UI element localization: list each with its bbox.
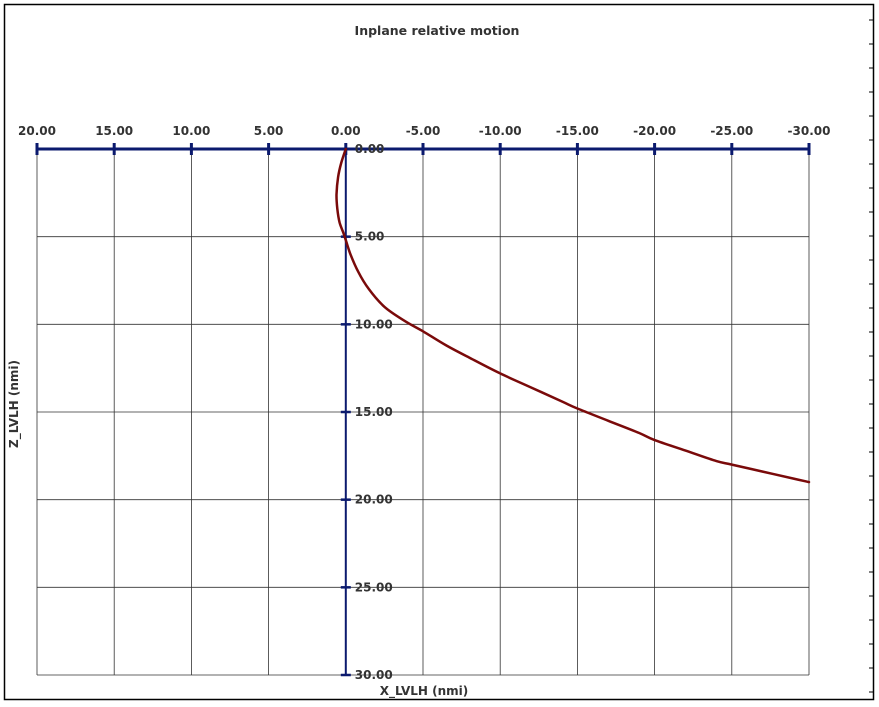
y-tick-label: 25.00 <box>355 580 393 594</box>
chart-border <box>3 3 875 701</box>
x-tick-label: -15.00 <box>556 124 599 138</box>
frame-right-ticks <box>869 19 874 693</box>
x-tick-label: -25.00 <box>710 124 753 138</box>
tick-labels: 20.00 15.00 10.00 5.00 0.00 -5.00 -10.00 -15.00… <box>18 124 830 682</box>
x-tick-label: 0.00 <box>331 124 361 138</box>
x-tick-label: -10.00 <box>479 124 522 138</box>
y-axis-label: Z_LVLH (nmi) <box>7 360 22 448</box>
series-layer <box>335 147 811 484</box>
x-tick-label: 5.00 <box>254 124 284 138</box>
x-axis-label: X_LVLH (nmi) <box>380 684 469 699</box>
x-tick-label: 20.00 <box>18 124 56 138</box>
x-tick-label: 15.00 <box>95 124 133 138</box>
series-line <box>335 147 811 484</box>
x-tick-label: -5.00 <box>406 124 441 138</box>
x-tick-label: 10.00 <box>172 124 210 138</box>
y-tick-label: 10.00 <box>355 317 393 331</box>
chart-title: Inplane relative motion <box>355 23 520 38</box>
y-tick-label: 20.00 <box>355 493 393 507</box>
y-tick-label: 0.00 <box>355 142 385 156</box>
y-tick-label: 30.00 <box>355 668 393 682</box>
x-tick-label: -30.00 <box>788 124 831 138</box>
y-tick-label: 5.00 <box>355 230 385 244</box>
y-tick-label: 15.00 <box>355 405 393 419</box>
x-tick-label: -20.00 <box>633 124 676 138</box>
